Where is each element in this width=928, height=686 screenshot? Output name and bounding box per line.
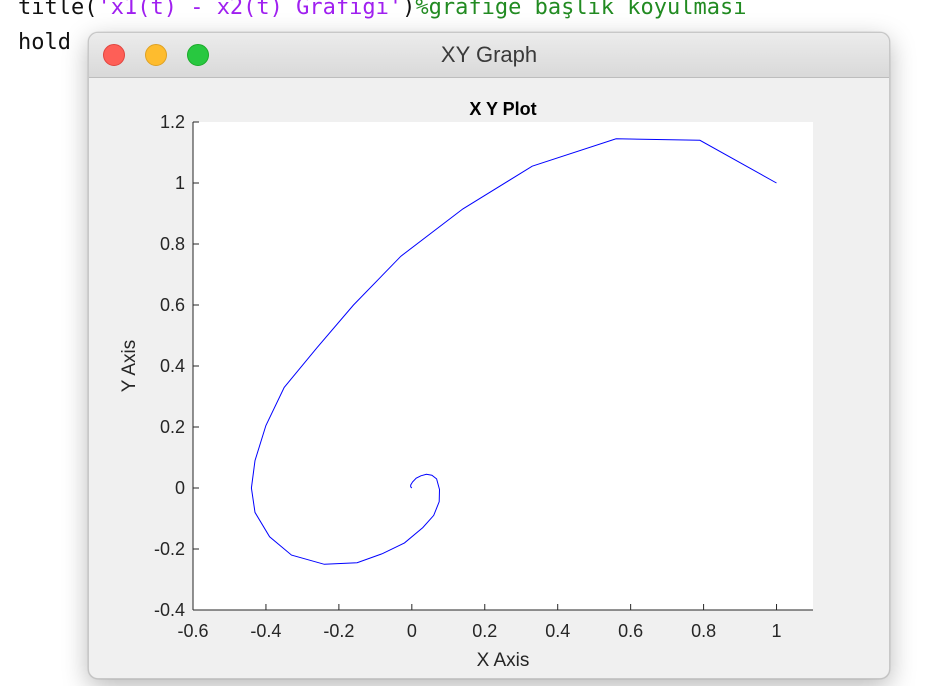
y-tick-label: 0 xyxy=(175,478,185,498)
y-tick-label: 0.8 xyxy=(160,234,185,254)
y-tick-label: 0.4 xyxy=(160,356,185,376)
minimize-button[interactable] xyxy=(145,44,167,66)
x-tick-label: -0.2 xyxy=(323,621,354,641)
y-tick-group: -0.4 -0.2 0 0.2 0.4 0.6 0.8 1 1.2 xyxy=(154,112,199,620)
x-tick-label: 0.4 xyxy=(545,621,570,641)
window-title: XY Graph xyxy=(440,42,538,67)
plot-area xyxy=(193,122,813,610)
code-line-title: title('x1(t) - x2(t) Grafiği')%grafiğe b… xyxy=(18,0,747,22)
x-tick-label: 0 xyxy=(407,621,417,641)
close-button[interactable] xyxy=(103,44,125,66)
zoom-button[interactable] xyxy=(187,44,209,66)
y-tick-label: -0.2 xyxy=(154,539,185,559)
y-tick-label: 1 xyxy=(175,173,185,193)
code-token-string: 'x1(t) - x2(t) Grafiği' xyxy=(97,0,403,20)
figure-window: XY Graph -0.6 -0.4 -0.2 0 0.2 0.4 0.6 0.8 1 -0.4… xyxy=(88,32,890,679)
y-tick-label: -0.4 xyxy=(154,600,185,620)
x-axis-label: X Axis xyxy=(477,650,530,671)
x-tick-label: 0.6 xyxy=(618,621,643,641)
x-tick-group: -0.6 -0.4 -0.2 0 0.2 0.4 0.6 0.8 1 xyxy=(177,604,782,641)
xy-plot-chart: -0.6 -0.4 -0.2 0 0.2 0.4 0.6 0.8 1 -0.4-0.200.20… xyxy=(119,99,813,671)
code-line-hold: hold xyxy=(18,30,85,55)
y-tick-label: 1.2 xyxy=(160,112,185,132)
series-line xyxy=(250,138,777,565)
x-tick-label: -0.4 xyxy=(250,621,281,641)
code-token-paren: ) xyxy=(402,0,416,20)
y-axis-label: Y Axis xyxy=(119,340,140,392)
code-token-function: title( xyxy=(18,0,98,20)
x-tick-label: 1 xyxy=(772,621,782,641)
x-tick-label: 0.8 xyxy=(691,621,716,641)
y-tick-label: 0.2 xyxy=(160,417,185,437)
chart-title: X Y Plot xyxy=(469,99,536,119)
x-tick-label: 0.2 xyxy=(472,621,497,641)
window-titlebar[interactable]: XY Graph xyxy=(89,33,889,78)
y-tick-label: 0.6 xyxy=(160,295,185,315)
code-token-comment: %grafiğe başlık koyulması xyxy=(415,0,747,20)
x-tick-label: -0.6 xyxy=(177,621,208,641)
